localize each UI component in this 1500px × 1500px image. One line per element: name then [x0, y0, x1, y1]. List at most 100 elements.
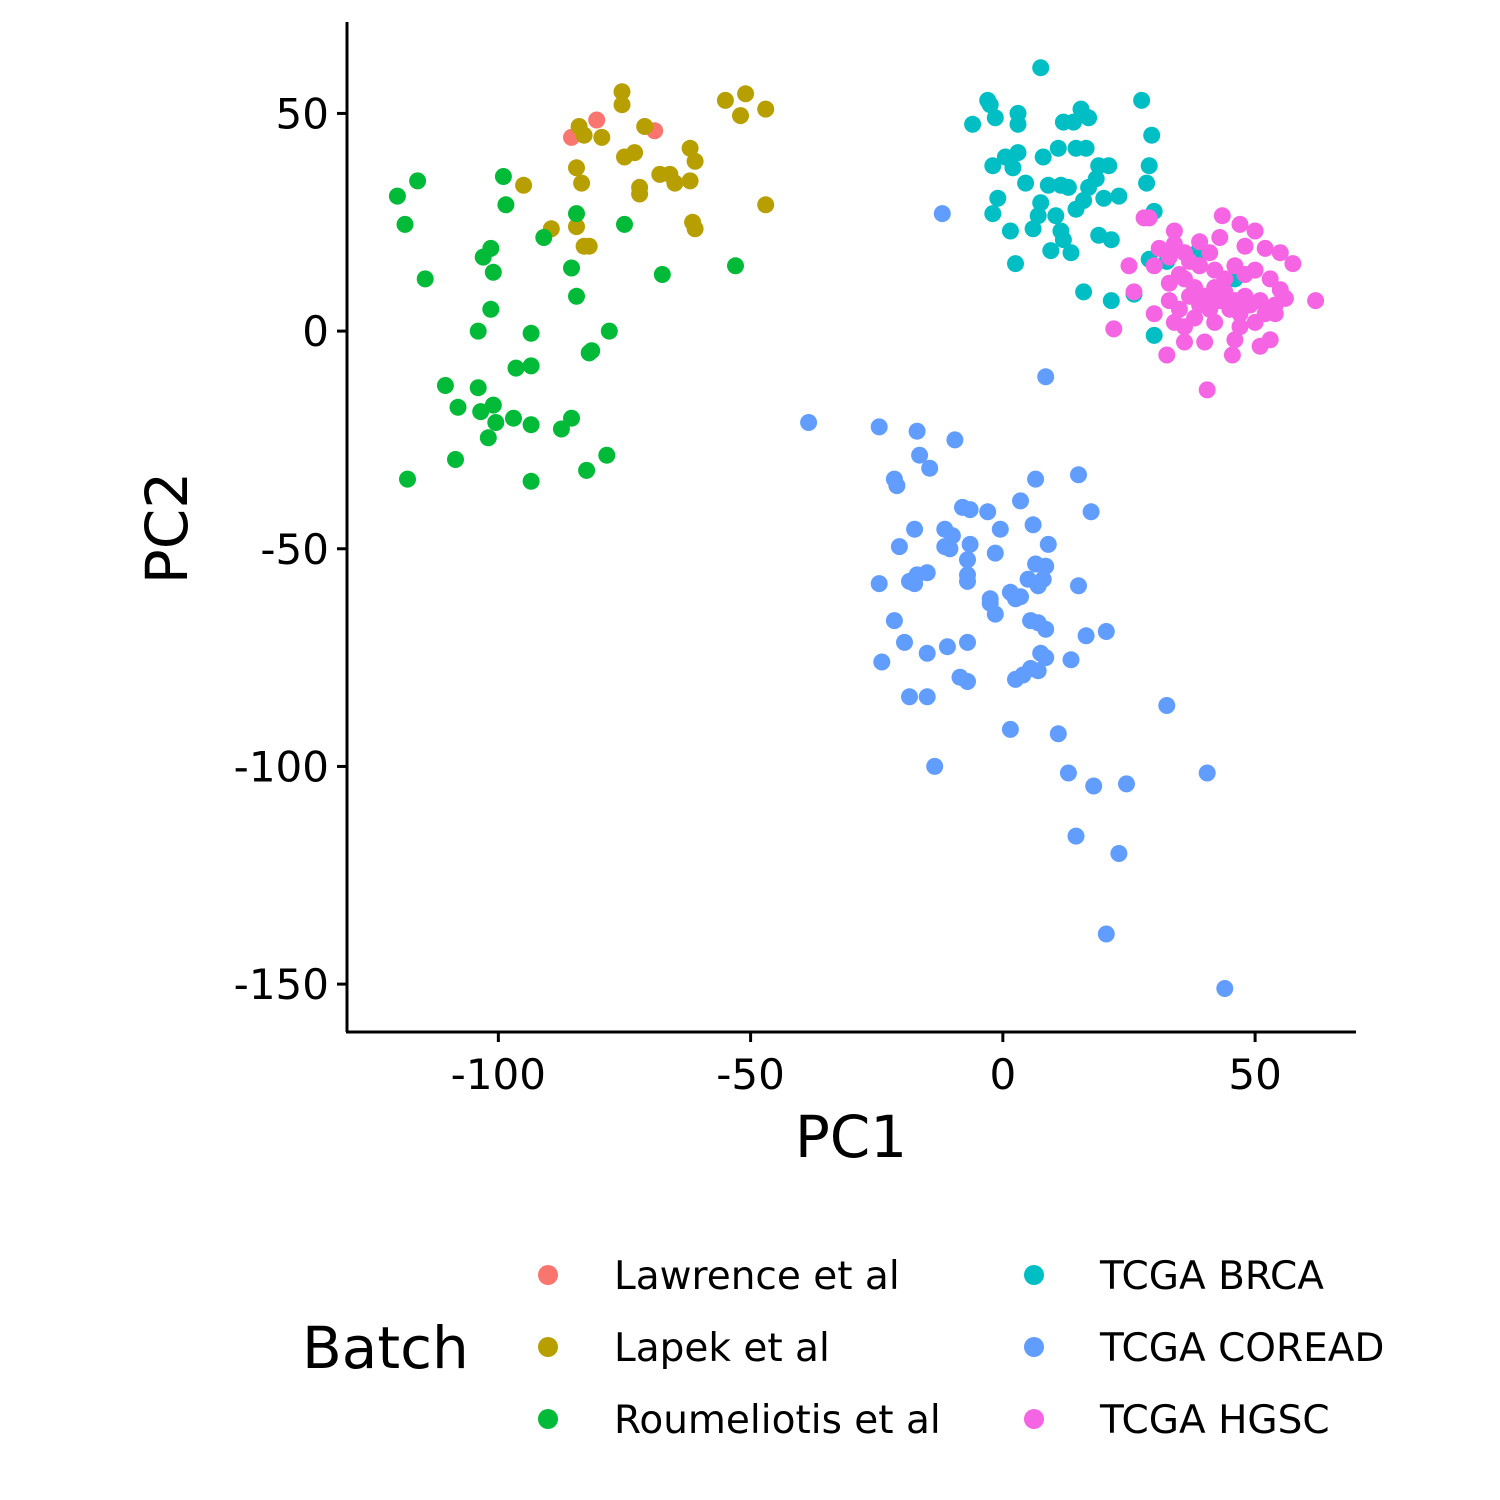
data-point-2-4	[494, 168, 512, 185]
data-point-2-37	[399, 470, 416, 488]
data-point-2-13	[469, 322, 487, 340]
data-point-2-38	[522, 472, 540, 490]
data-point-2-24	[436, 377, 454, 394]
data-point-4-27	[986, 544, 1004, 562]
data-point-3-11	[1133, 91, 1151, 109]
data-point-4-6	[911, 446, 929, 464]
data-point-2-34	[563, 409, 580, 427]
data-point-4-41	[1070, 577, 1087, 595]
data-point-3-17	[1017, 174, 1035, 192]
data-point-5-4	[1231, 215, 1249, 233]
data-point-1-3	[575, 126, 593, 144]
legend-label-3: TCGA BRCA	[1099, 1254, 1324, 1299]
data-point-3-21	[1039, 176, 1057, 194]
data-point-4-52	[1097, 623, 1115, 640]
data-point-4-51	[1077, 627, 1095, 645]
data-point-4-5	[946, 431, 964, 449]
data-point-4-75	[1118, 775, 1135, 793]
y-tick-label-0: 50	[276, 89, 329, 138]
data-point-3-34	[1110, 187, 1128, 205]
data-point-4-30	[1037, 557, 1055, 575]
data-point-5-7	[1211, 229, 1229, 246]
data-point-3-35	[1067, 200, 1085, 218]
data-point-3-47	[1140, 157, 1158, 175]
data-point-4-55	[938, 638, 956, 656]
data-point-5-11	[1271, 244, 1289, 262]
data-point-5-57	[1206, 313, 1224, 331]
data-point-2-36	[447, 451, 464, 468]
data-point-4-20	[1024, 516, 1042, 534]
data-point-2-35	[598, 446, 616, 464]
data-point-3-43	[1102, 231, 1120, 249]
data-point-5-27	[1261, 270, 1279, 288]
x-axis-title: PC1	[795, 1103, 907, 1171]
data-point-5-61	[1176, 333, 1193, 351]
data-point-2-27	[484, 396, 502, 414]
data-point-4-61	[1037, 649, 1055, 667]
data-point-1-19	[737, 85, 755, 103]
data-point-3-3	[986, 109, 1004, 127]
data-point-1-16	[666, 174, 684, 192]
data-point-4-77	[1198, 764, 1216, 782]
data-point-2-23	[522, 357, 540, 375]
legend-label-0: Lawrence et al	[614, 1254, 900, 1299]
data-point-4-8	[1027, 470, 1045, 488]
data-point-4-81	[1216, 980, 1234, 997]
data-point-1-23	[515, 176, 533, 194]
data-point-4-80	[1097, 925, 1115, 943]
data-point-3-26	[1077, 139, 1095, 157]
data-point-1-22	[757, 196, 775, 214]
data-point-2-1	[388, 187, 406, 205]
data-point-2-22	[507, 359, 525, 377]
data-point-2-18	[727, 257, 744, 275]
data-point-5-3	[1213, 207, 1231, 225]
data-point-4-7	[921, 459, 939, 477]
data-point-5-16	[1160, 248, 1178, 266]
data-point-4-25	[890, 538, 908, 556]
data-point-3-23	[1034, 148, 1052, 166]
data-point-4-11	[888, 477, 906, 495]
data-point-5-68	[1198, 381, 1216, 399]
data-point-2-14	[522, 324, 540, 342]
legend-label-4: TCGA COREAD	[1099, 1326, 1384, 1371]
legend-key-2	[538, 1409, 558, 1429]
data-point-1-27	[568, 218, 585, 236]
data-point-1-0	[613, 83, 631, 101]
data-point-1-29	[686, 220, 704, 238]
data-point-4-78	[1067, 827, 1085, 845]
data-point-2-31	[522, 416, 540, 434]
data-point-4-3	[870, 418, 888, 436]
data-point-5-17	[1145, 257, 1163, 275]
data-point-4-1	[1037, 368, 1055, 386]
data-point-1-7	[616, 148, 633, 166]
legend-key-1	[538, 1337, 558, 1357]
data-point-4-16	[1082, 503, 1100, 521]
data-point-3-12	[1143, 126, 1161, 144]
x-tick-label-0: -100	[451, 1050, 546, 1099]
axis-ticks-layer: -100 -50 0 50 50 0 -50 -100 -150	[234, 89, 1282, 1099]
data-point-5-62	[1196, 333, 1214, 351]
data-point-3-45	[1062, 244, 1080, 262]
data-point-5-66	[1158, 346, 1176, 364]
data-point-4-79	[1110, 845, 1128, 862]
data-point-4-40	[1029, 577, 1047, 595]
data-point-2-25	[469, 379, 487, 397]
data-point-2-5	[497, 196, 515, 214]
data-point-5-53	[1145, 305, 1163, 323]
data-point-4-57	[918, 644, 936, 662]
data-points-layer	[388, 59, 1325, 997]
data-point-2-19	[600, 322, 618, 340]
x-tick-label-1: -50	[716, 1050, 785, 1099]
data-point-5-65	[1261, 331, 1279, 349]
data-point-5-30	[1307, 292, 1325, 310]
data-point-5-60	[1105, 320, 1123, 338]
data-point-1-8	[568, 159, 585, 177]
y-tick-label-2: -50	[260, 525, 329, 574]
data-point-3-37	[1029, 207, 1047, 225]
data-point-5-12	[1284, 255, 1302, 273]
data-point-3-31	[1059, 178, 1077, 196]
data-point-2-33	[552, 420, 570, 438]
data-point-1-17	[681, 172, 699, 190]
data-point-3-28	[1100, 157, 1118, 175]
data-point-2-21	[580, 344, 598, 362]
